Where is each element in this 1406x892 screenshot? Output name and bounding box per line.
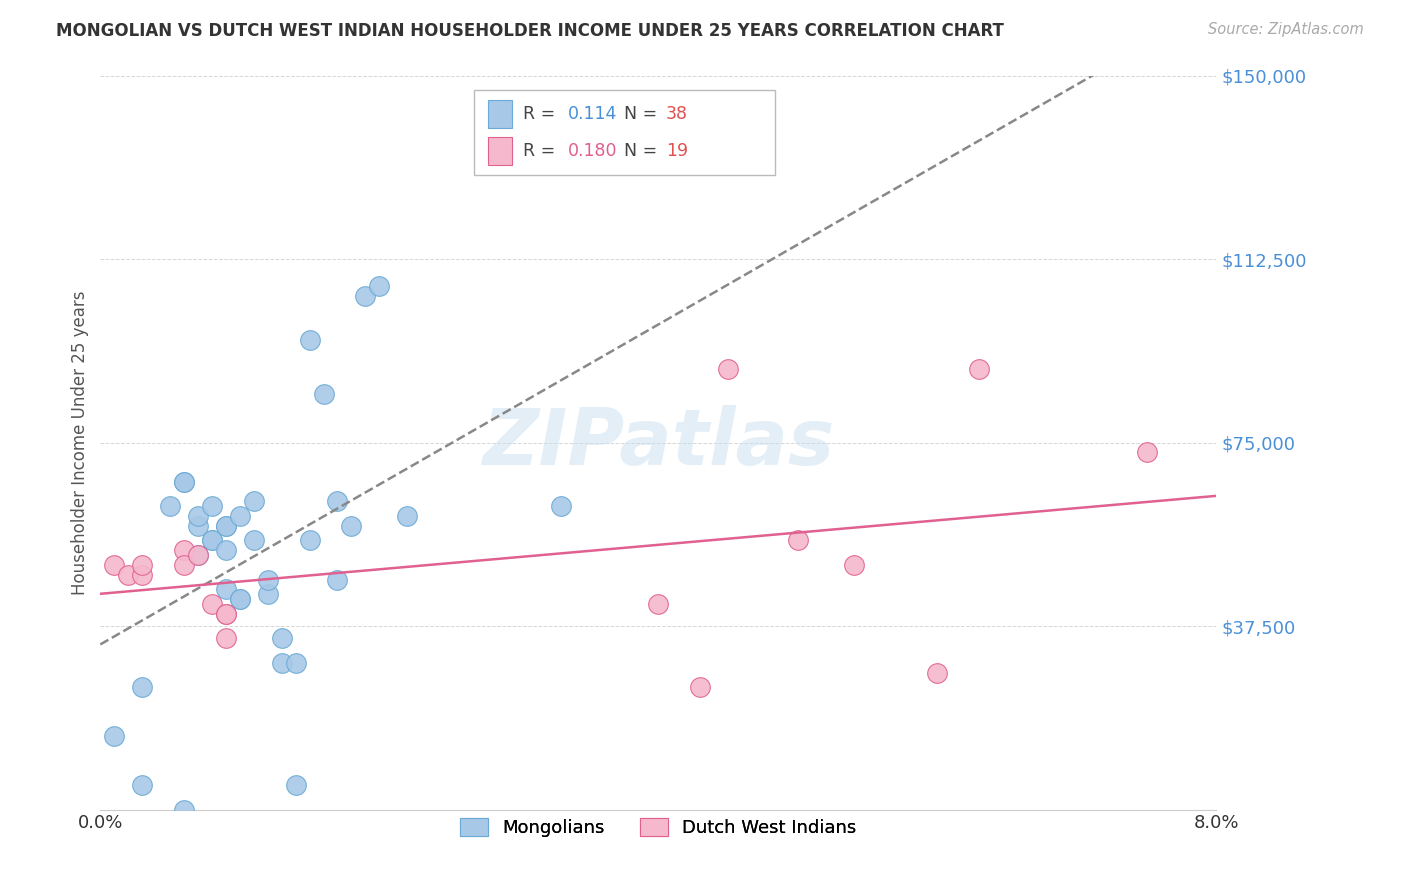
Point	[368, 279, 391, 293]
Point	[215, 607, 238, 621]
Point	[284, 656, 307, 670]
Text: R =: R =	[523, 105, 561, 123]
Text: 0.114: 0.114	[568, 105, 617, 123]
FancyBboxPatch shape	[474, 90, 776, 175]
Point	[173, 543, 195, 558]
Point	[159, 499, 181, 513]
Point	[550, 499, 572, 513]
Point	[243, 494, 266, 508]
Point	[173, 558, 195, 572]
Point	[103, 558, 125, 572]
Point	[229, 508, 252, 523]
Point	[312, 386, 335, 401]
Point	[340, 518, 363, 533]
Point	[284, 778, 307, 792]
Point	[326, 573, 349, 587]
Legend: Mongolians, Dutch West Indians: Mongolians, Dutch West Indians	[453, 811, 863, 845]
Point	[786, 533, 808, 548]
Point	[927, 665, 949, 680]
Point	[201, 533, 224, 548]
Point	[173, 803, 195, 817]
Point	[256, 573, 278, 587]
Point	[173, 475, 195, 489]
Point	[187, 548, 209, 562]
Text: Source: ZipAtlas.com: Source: ZipAtlas.com	[1208, 22, 1364, 37]
Point	[131, 558, 153, 572]
Text: N =: N =	[624, 142, 662, 160]
Point	[270, 632, 292, 646]
Point	[717, 362, 740, 376]
Point	[117, 567, 139, 582]
FancyBboxPatch shape	[488, 137, 512, 165]
Point	[270, 656, 292, 670]
Point	[842, 558, 865, 572]
Point	[215, 607, 238, 621]
Text: ZIPatlas: ZIPatlas	[482, 405, 834, 481]
Point	[103, 729, 125, 743]
Y-axis label: Householder Income Under 25 years: Householder Income Under 25 years	[72, 290, 89, 595]
Point	[689, 680, 711, 694]
Point	[256, 587, 278, 601]
Point	[215, 518, 238, 533]
Point	[215, 632, 238, 646]
Point	[201, 499, 224, 513]
Point	[201, 597, 224, 611]
Point	[215, 582, 238, 597]
Point	[131, 680, 153, 694]
FancyBboxPatch shape	[488, 100, 512, 128]
Point	[131, 567, 153, 582]
Point	[326, 494, 349, 508]
Point	[187, 508, 209, 523]
Point	[354, 289, 377, 303]
Point	[173, 475, 195, 489]
Point	[967, 362, 990, 376]
Point	[396, 508, 419, 523]
Point	[215, 543, 238, 558]
Text: 0.180: 0.180	[568, 142, 617, 160]
Point	[647, 597, 669, 611]
Point	[229, 592, 252, 607]
Point	[131, 778, 153, 792]
Text: 19: 19	[666, 142, 689, 160]
Point	[1135, 445, 1157, 459]
Text: MONGOLIAN VS DUTCH WEST INDIAN HOUSEHOLDER INCOME UNDER 25 YEARS CORRELATION CHA: MONGOLIAN VS DUTCH WEST INDIAN HOUSEHOLD…	[56, 22, 1004, 40]
Point	[187, 548, 209, 562]
Point	[243, 533, 266, 548]
Point	[201, 533, 224, 548]
Point	[215, 518, 238, 533]
Point	[229, 592, 252, 607]
Point	[298, 333, 321, 347]
Text: R =: R =	[523, 142, 561, 160]
Text: N =: N =	[624, 105, 662, 123]
Point	[298, 533, 321, 548]
Text: 38: 38	[666, 105, 688, 123]
Point	[187, 518, 209, 533]
